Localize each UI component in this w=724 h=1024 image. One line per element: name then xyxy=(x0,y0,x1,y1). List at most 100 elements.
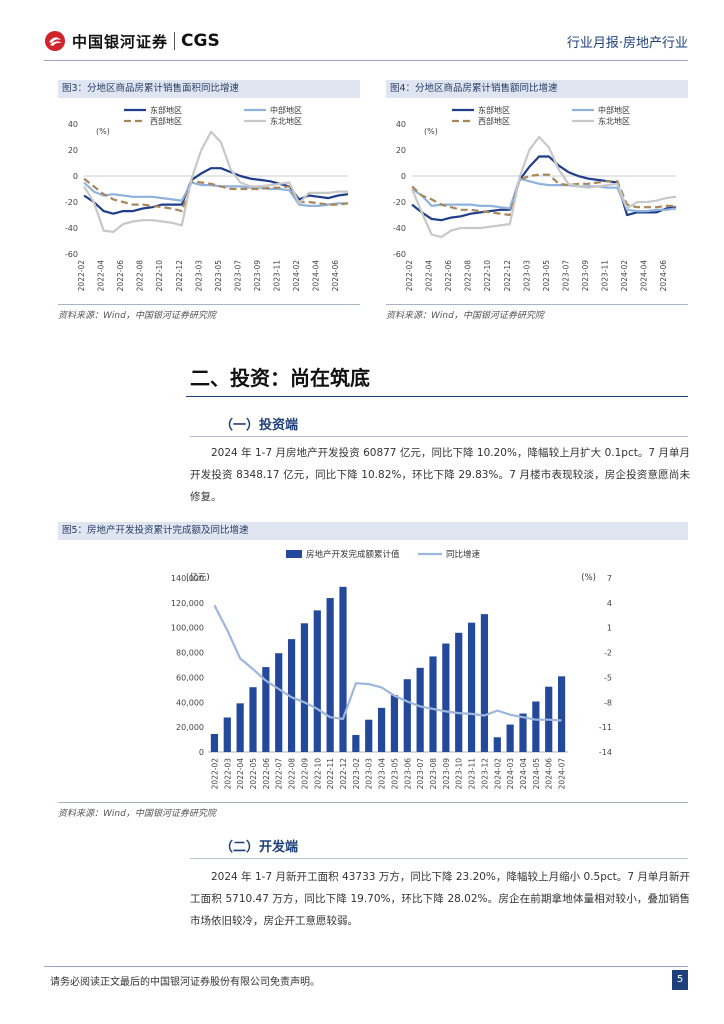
fig5-bar xyxy=(455,632,463,752)
fig5-xtick-label: 2022-07 xyxy=(275,758,284,790)
fig5-bar xyxy=(352,735,360,752)
fig4-xtick-label: 2023-09 xyxy=(581,260,590,292)
fig5-bar xyxy=(262,667,270,752)
fig3-series-line xyxy=(83,130,348,233)
fig5-xtick-label: 2022-12 xyxy=(339,758,348,790)
fig5-bar xyxy=(313,610,321,752)
fig4-unit-label: (%) xyxy=(424,127,438,136)
fig3-source: 资料来源：Wind，中国银河证券研究院 xyxy=(58,311,216,321)
fig5-xtick-label: 2022-09 xyxy=(300,758,309,790)
fig3-xtick-label: 2023-05 xyxy=(214,260,223,292)
fig5-growth-line xyxy=(213,604,562,722)
fig5-xtick-label: 2022-06 xyxy=(262,758,271,790)
fig5-xtick-label: 2023-05 xyxy=(390,758,399,790)
fig5-xtick-label: 2022-08 xyxy=(288,758,297,790)
fig4-source-divider xyxy=(386,304,688,305)
fig5-xtick-label: 2023-08 xyxy=(429,758,438,790)
fig5-ytick-left: 140,000 xyxy=(171,574,204,583)
fig3-xtick-label: 2024-06 xyxy=(331,260,340,292)
fig5-bar xyxy=(429,656,437,752)
section-title: 二、投资：尚在筑底 xyxy=(190,366,370,390)
fig3-ytick-label: 40 xyxy=(68,120,78,129)
fig4-xtick-label: 2022-12 xyxy=(503,260,512,292)
fig3-caption: 图3：分地区商品房累计销售面积同比增速 xyxy=(58,80,360,98)
fig4-series-line xyxy=(411,173,676,217)
fig3-xtick-label: 2022-12 xyxy=(175,260,184,292)
fig5-bar xyxy=(467,622,476,752)
section-divider xyxy=(186,396,688,397)
fig5-bar xyxy=(339,586,347,752)
fig5-xtick-label: 2023-11 xyxy=(468,758,477,790)
fig5-bar xyxy=(532,701,540,752)
report-type: 行业月报·房地产行业 xyxy=(566,36,688,51)
fig5-caption: 图5：房地产开发投资累计完成额及同比增速 xyxy=(58,522,688,540)
fig4-xtick-label: 2022-08 xyxy=(464,260,473,292)
fig5-chart: 房地产开发完成额累计值 同比增速(亿元) (%)140,000120,000100,… xyxy=(171,549,612,790)
fig4-legend-label: 东北地区 xyxy=(598,116,630,126)
fig5-bar xyxy=(416,667,424,752)
fig5-ytick-right: -5 xyxy=(604,673,612,682)
fig3-xtick-label: 2022-04 xyxy=(97,260,106,292)
fig5-xtick-label: 2022-10 xyxy=(313,758,322,790)
fig3-series-line xyxy=(83,177,349,213)
fig5-bar xyxy=(519,713,527,752)
fig4-ytick-label: 20 xyxy=(396,146,406,155)
fig5-bar xyxy=(506,724,514,752)
fig4-xtick-label: 2023-11 xyxy=(601,260,610,292)
fig5-legend-swatch-bar xyxy=(286,550,302,558)
fig5-bar xyxy=(223,717,231,752)
fig5-bar xyxy=(326,598,334,752)
fig3-ytick-label: -20 xyxy=(65,198,78,207)
fig3-xtick-label: 2022-02 xyxy=(77,260,86,292)
fig3-xtick-label: 2023-03 xyxy=(194,260,203,292)
fig5-xtick-label: 2022-05 xyxy=(249,758,258,790)
fig4-ytick-label: 0 xyxy=(401,172,406,181)
fig5-bar xyxy=(557,676,566,752)
fig5-xtick-label: 2024-02 xyxy=(493,758,502,790)
investment-paragraph: 2024 年 1-7 月房地产开发投资 60877 亿元，同比下降 10.20%… xyxy=(190,447,690,503)
brand-logo: 中国银河证券 CGS xyxy=(44,28,244,54)
fig3-xtick-label: 2024-04 xyxy=(312,260,321,292)
fig3-chart: 40 20 0 -20 -40 -60 (%) 2022-02 2022-04 2022-06 20… xyxy=(65,105,349,292)
fig3-source-divider xyxy=(58,304,360,305)
fig5-ytick-right: 7 xyxy=(607,574,612,583)
brand-separator xyxy=(174,32,176,50)
fig3-ytick-label: 20 xyxy=(68,146,78,155)
fig3-xtick-label: 2024-02 xyxy=(292,260,301,292)
fig3-legend-label: 东部地区 xyxy=(150,105,182,115)
fig5-bar xyxy=(493,737,501,752)
fig3-xtick-label: 2022-10 xyxy=(155,260,164,292)
fig5-xtick-label: 2022-11 xyxy=(326,758,335,790)
fig5-legend-label: 同比增速 xyxy=(446,549,481,560)
fig4-xtick-label: 2024-04 xyxy=(640,260,649,292)
fig5-bar xyxy=(442,643,450,752)
fig4-series-line xyxy=(411,155,677,222)
fig5-source-divider xyxy=(58,802,688,803)
fig5-xtick-label: 2023-07 xyxy=(416,758,425,790)
page-number: 5 xyxy=(672,970,688,990)
fig3-xtick-label: 2023-09 xyxy=(253,260,262,292)
fig5-ytick-right: -11 xyxy=(599,723,612,732)
fig3-ytick-label: -60 xyxy=(65,250,78,259)
fig4-xtick-label: 2023-07 xyxy=(561,260,570,292)
brand-name-cn: 中国银河证券 xyxy=(72,32,169,51)
fig4-ytick-label: -60 xyxy=(393,250,406,259)
fig5-xtick-label: 2024-04 xyxy=(519,758,528,790)
fig3-unit-label: (%) xyxy=(96,127,110,136)
fig5-xtick-label: 2023-12 xyxy=(480,758,489,790)
fig5-bar xyxy=(403,679,411,752)
fig3-series-line xyxy=(83,181,348,208)
fig5-xtick-label: 2023-09 xyxy=(442,758,451,790)
fig5-bar xyxy=(236,703,244,752)
fig4-source: 资料来源：Wind，中国银河证券研究院 xyxy=(386,311,544,321)
subsection-development-title: （二）开发端 xyxy=(220,840,299,855)
fig5-legend-label: 房地产开发完成额累计值 xyxy=(306,549,400,560)
fig4-xtick-label: 2023-03 xyxy=(522,260,531,292)
fig4-legend-label: 中部地区 xyxy=(598,105,630,115)
fig5-bar xyxy=(275,653,283,752)
fig4-series-line xyxy=(411,177,677,213)
fig4-ytick-label: -20 xyxy=(393,198,406,207)
fig4-caption: 图4：分地区商品房累计销售额同比增速 xyxy=(386,80,688,98)
fig3-ytick-label: 0 xyxy=(73,172,78,181)
fig3-xtick-label: 2022-08 xyxy=(136,260,145,292)
